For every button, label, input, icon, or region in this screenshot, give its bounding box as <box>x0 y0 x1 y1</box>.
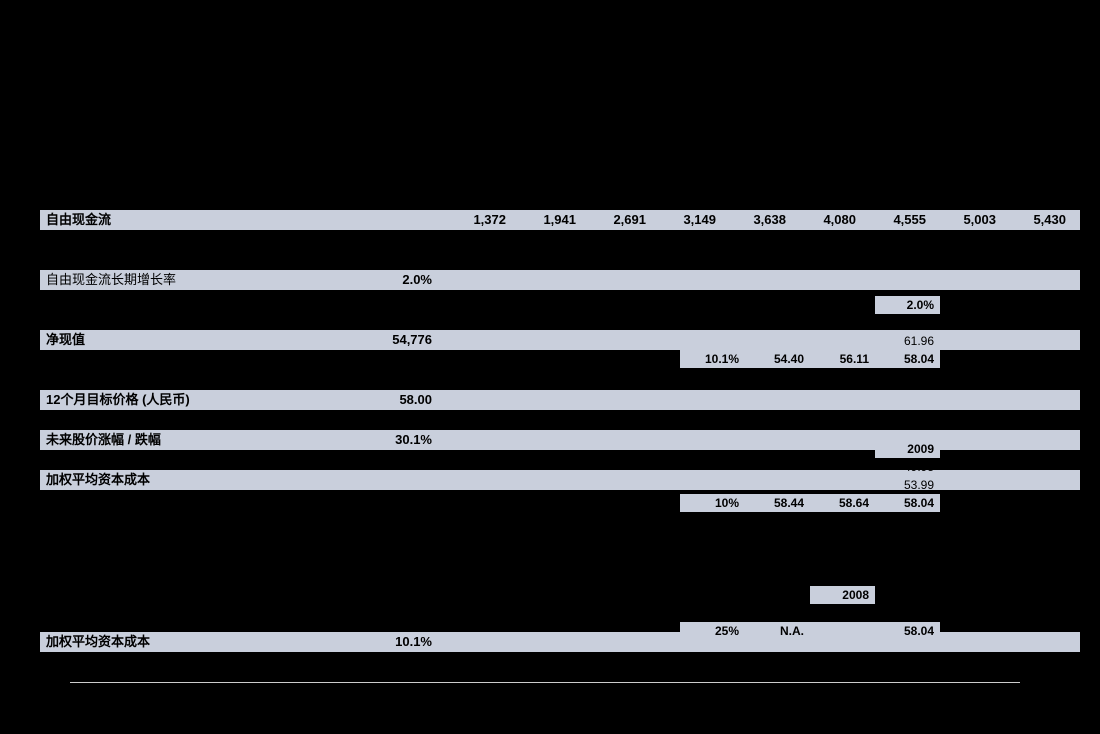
sens2-header: 2009 <box>875 440 940 458</box>
label: 12个月目标价格 (人民币) <box>40 390 340 410</box>
label: 未来股价涨幅 / 跌幅 <box>40 430 340 450</box>
sens1-header: 2.0% <box>875 296 940 314</box>
value <box>340 470 440 490</box>
footer-rule <box>70 682 1020 683</box>
sens3-header: 2008 <box>810 586 875 604</box>
fcf-cell: 2,691 <box>580 210 650 230</box>
value: 54,776 <box>340 330 440 350</box>
sens1-a: 66.45 <box>875 314 940 332</box>
label: 加权平均资本成本 <box>40 470 340 490</box>
fcf-row: 自由现金流 1,372 1,941 2,691 3,149 3,638 4,08… <box>40 210 1080 230</box>
label: 加权平均资本成本 <box>40 632 340 652</box>
sens2-band: 10% 58.44 58.64 58.04 <box>680 494 940 512</box>
sens1-band: 10.1% 54.40 56.11 58.04 <box>680 350 940 368</box>
value: 4.8% <box>340 591 440 611</box>
value: 2.0% <box>340 270 440 290</box>
fcf-cell: 4,555 <box>860 210 930 230</box>
fcf-cell: 1,941 <box>510 210 580 230</box>
label: 自由现金流长期增长率 <box>40 270 340 290</box>
sens2-a: 49.95 <box>875 458 940 476</box>
fcf-cell: 5,430 <box>1000 210 1070 230</box>
sensitivity-table-2: 2009 49.95 53.99 10% 58.44 58.64 58.04 <box>680 440 940 512</box>
sensitivity-table-1: 2.0% 66.45 61.96 10.1% 54.40 56.11 58.04 <box>680 296 940 368</box>
fcf-cell: 3,638 <box>720 210 790 230</box>
fcf-cell: 4,080 <box>790 210 860 230</box>
label: 权益资本成本 <box>40 530 340 550</box>
fcf-cell: 5,003 <box>930 210 1000 230</box>
label: 税后债务成本 <box>40 591 340 611</box>
value: 58.00 <box>340 390 440 410</box>
sensitivity-table-3: 2008 53.31 25% N.A. 58.04 <box>680 586 940 640</box>
fcf-label: 自由现金流 <box>40 210 340 230</box>
equity-cost-row: 权益资本成本 10.1% <box>40 530 1080 551</box>
fcf-cell: 1,372 <box>440 210 510 230</box>
sens2-b: 53.99 <box>875 476 940 494</box>
sens1-b: 61.96 <box>875 332 940 350</box>
sens3-a: 53.31 <box>875 604 940 622</box>
value: 30.1% <box>340 430 440 450</box>
fcf-growth-row: 自由现金流长期增长率 2.0% <box>40 270 1080 290</box>
value: 10.1% <box>340 530 440 550</box>
target-price-row: 12个月目标价格 (人民币) 58.00 <box>40 390 1080 410</box>
value: 10.1% <box>340 632 440 652</box>
label: 净现值 <box>40 330 340 350</box>
fcf-cell: 3,149 <box>650 210 720 230</box>
sens3-band: 25% N.A. 58.04 <box>680 622 940 640</box>
